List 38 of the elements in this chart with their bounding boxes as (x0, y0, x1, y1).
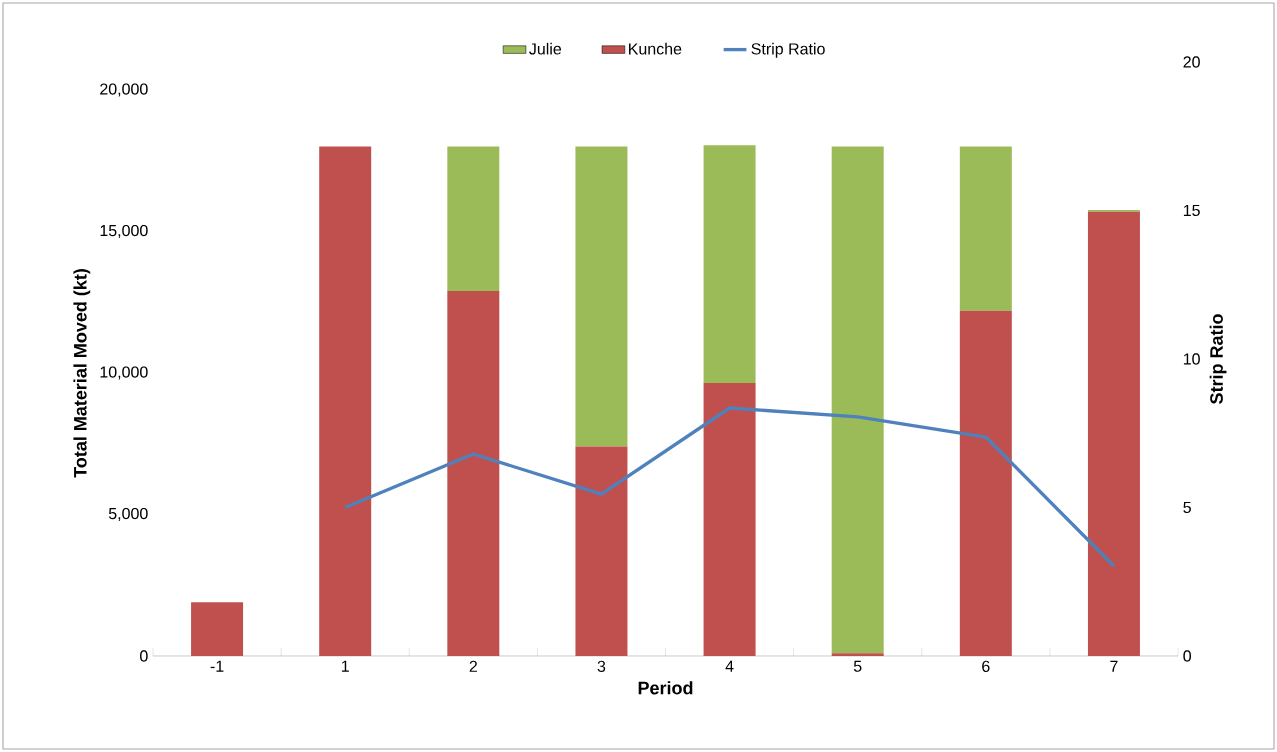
y2-tick-label: 20 (1183, 56, 1200, 68)
x-tick-label: 7 (1110, 660, 1118, 672)
x-tick-label: 5 (853, 660, 862, 672)
bar (703, 382, 756, 656)
line-series (343, 406, 1116, 568)
y2-tick-label: 0 (1183, 650, 1191, 662)
bar (447, 146, 500, 291)
y2-axis-title: Strip Ratio (1209, 314, 1227, 404)
bar (191, 602, 244, 656)
x-tick-label: 2 (469, 660, 477, 672)
y-tick-label: 20,000 (100, 83, 148, 97)
x-tick-label: 6 (982, 660, 990, 673)
bar (959, 146, 1012, 311)
y-tick-label: 5,000 (108, 507, 148, 522)
x-tick-label: 4 (725, 660, 734, 672)
y-axis-title: Total Material Moved (kt) (73, 269, 91, 478)
x-tick-label: 3 (597, 660, 606, 673)
legend-label: Julie (529, 42, 562, 55)
x-axis-title: Period (638, 681, 693, 695)
legend-label: Kunche (629, 42, 682, 55)
y2-tick-label: 15 (1183, 204, 1200, 217)
y2-tick-label: 10 (1183, 353, 1200, 365)
bar (831, 653, 884, 656)
bar (831, 146, 884, 654)
y-tick-label: 0 (140, 650, 148, 662)
x-tick-label: -1 (210, 660, 224, 672)
bar (703, 145, 756, 383)
bar (319, 146, 372, 656)
bar (575, 446, 628, 656)
y-tick-label: 10,000 (100, 366, 148, 380)
x-tick-label: 1 (341, 660, 349, 672)
y2-tick-label: 5 (1183, 501, 1191, 514)
legend-label: Strip Ratio (751, 42, 825, 58)
bar (447, 290, 500, 656)
bar (575, 146, 628, 447)
y-tick-label: 15,000 (100, 224, 148, 239)
bar (1087, 211, 1140, 656)
bar (959, 310, 1012, 656)
